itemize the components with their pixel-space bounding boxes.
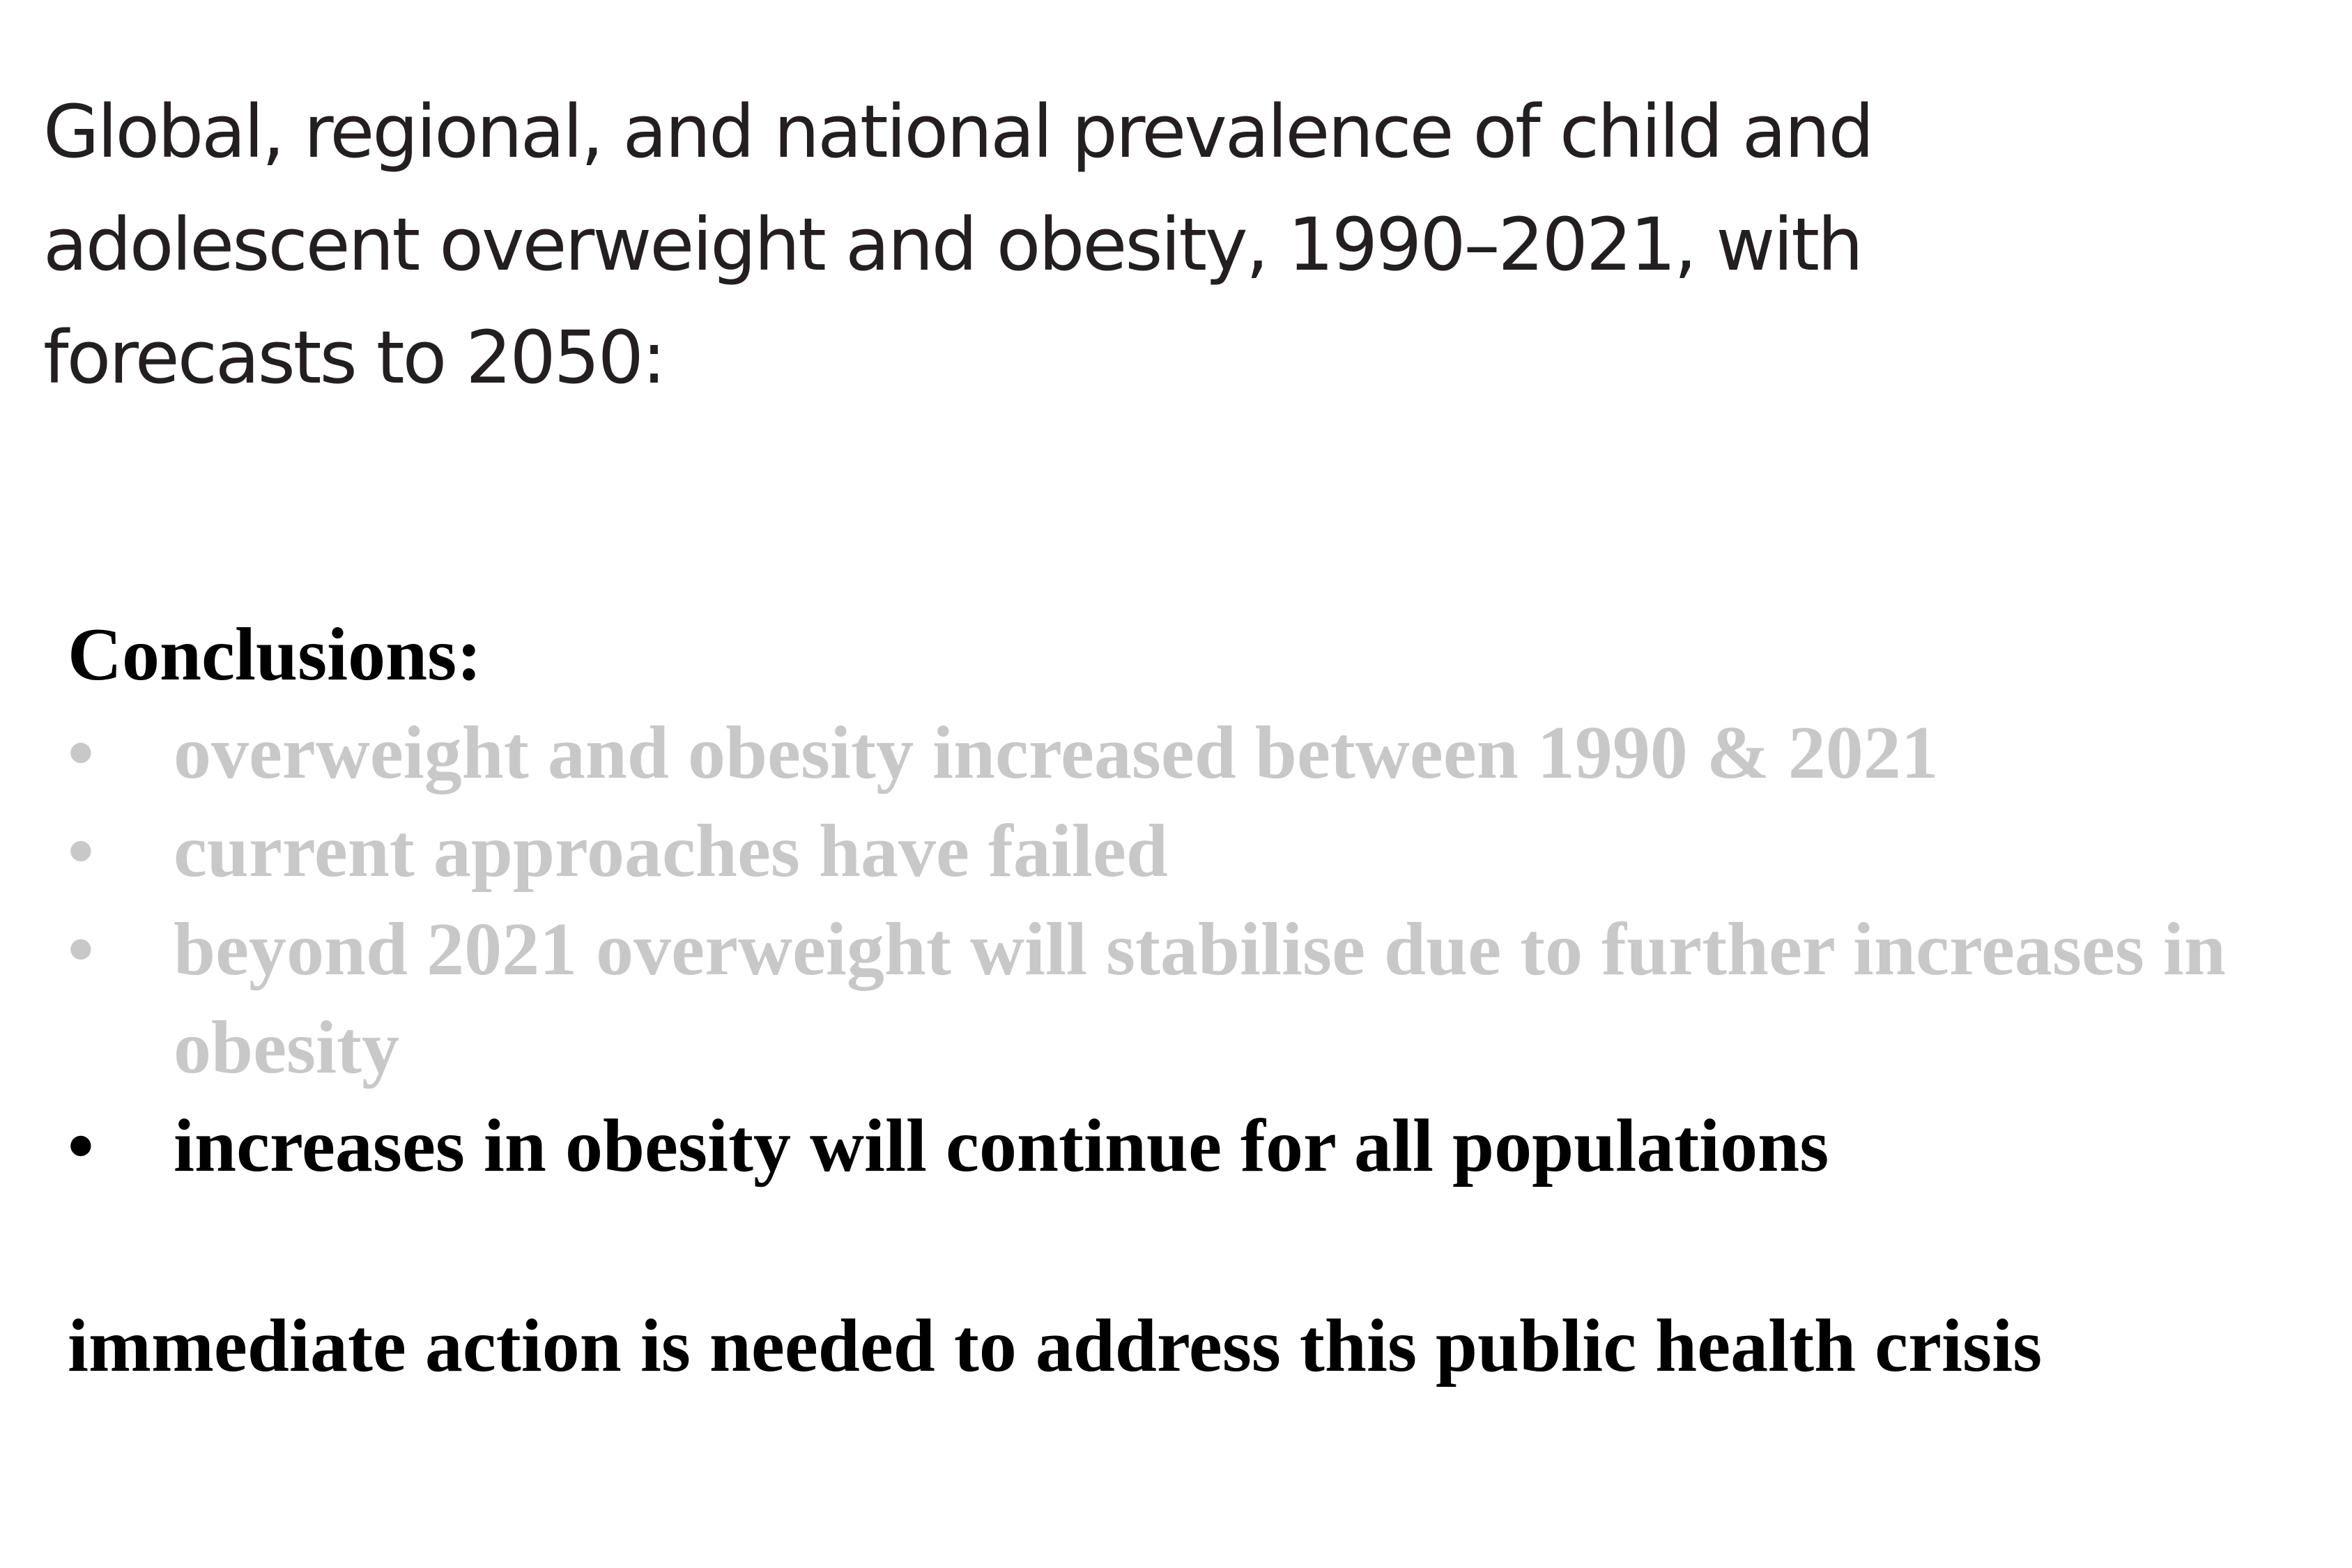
list-item: • current approaches have failed	[68, 802, 2298, 900]
list-item-text: beyond 2021 overweight will stabilise du…	[174, 908, 2226, 1089]
slide-title: Global, regional, and national prevalenc…	[43, 89, 1874, 400]
list-item-text: increases in obesity will continue for a…	[174, 1105, 1829, 1187]
bullet-icon: •	[68, 908, 94, 991]
list-item: • beyond 2021 overweight will stabilise …	[68, 900, 2298, 1097]
list-item: • increases in obesity will continue for…	[68, 1097, 2298, 1195]
list-item-text: overweight and obesity increased between…	[174, 712, 1939, 794]
conclusions-heading: Conclusions:	[68, 613, 482, 696]
final-statement: immediate action is needed to address th…	[68, 1305, 2043, 1388]
conclusions-section: Conclusions: • overweight and obesity in…	[68, 606, 2298, 1195]
bullet-icon: •	[68, 810, 94, 893]
list-item: • overweight and obesity increased betwe…	[68, 704, 2298, 802]
list-item-text: current approaches have failed	[174, 810, 1168, 893]
conclusions-list: • overweight and obesity increased betwe…	[68, 704, 2298, 1195]
bullet-icon: •	[68, 712, 94, 794]
bullet-icon: •	[68, 1105, 94, 1187]
